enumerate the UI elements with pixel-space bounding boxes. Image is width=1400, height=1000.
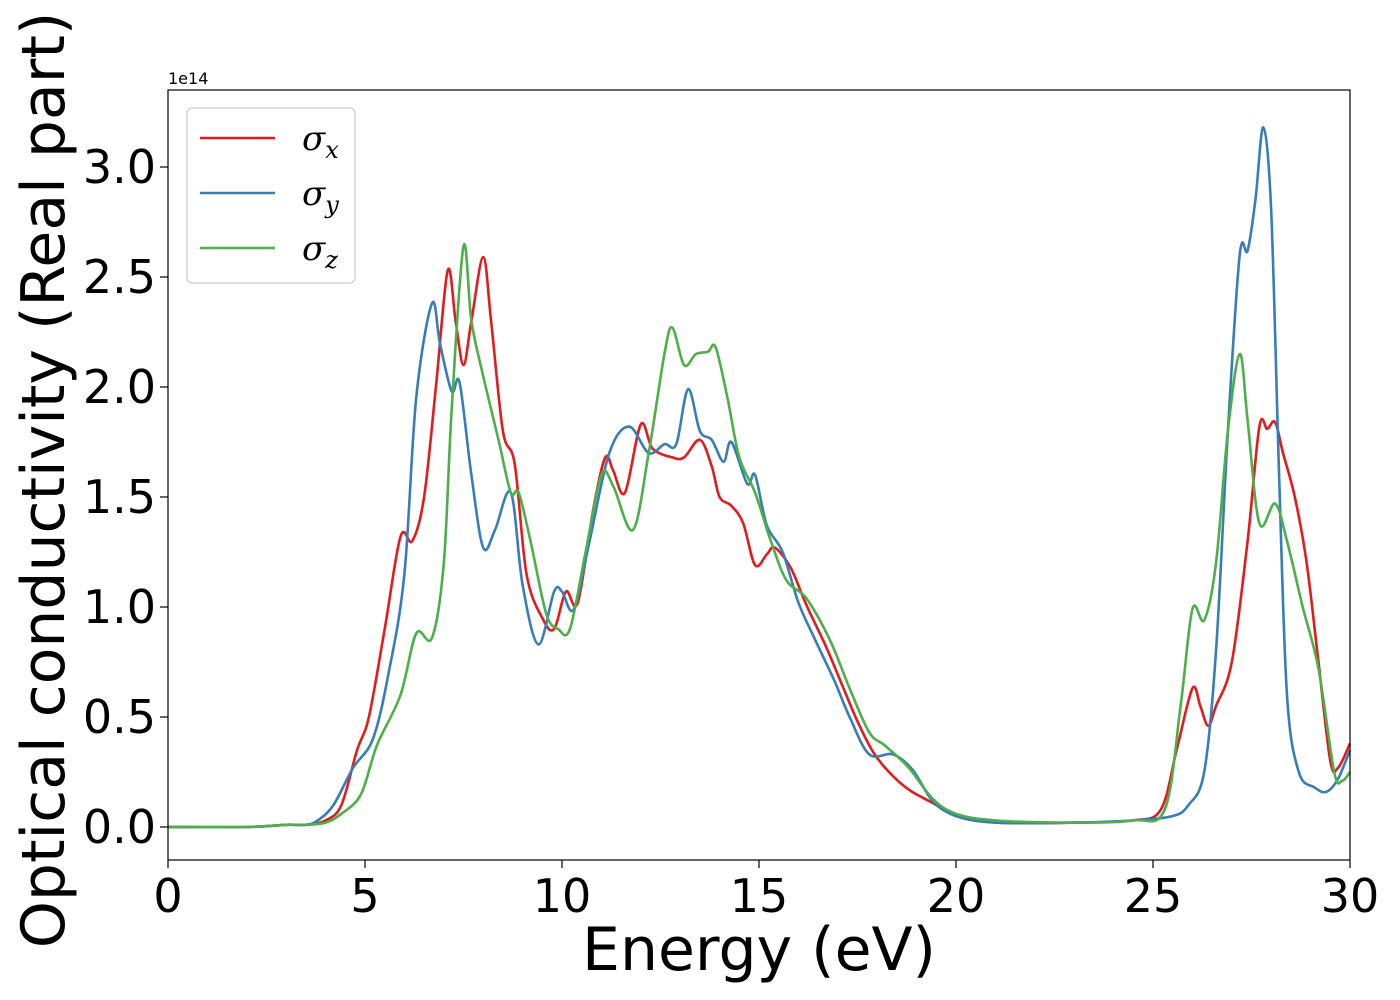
legend-label-y: σy <box>302 174 339 219</box>
series-line-z <box>167 242 1352 829</box>
y-tick-label: 1.5 <box>83 470 156 524</box>
x-tick-label: 0 <box>153 869 182 923</box>
y-tick-label: 1.0 <box>83 580 156 634</box>
legend-box <box>186 107 356 284</box>
y-offset-label: 1e14 <box>168 69 208 88</box>
y-tick-label: 2.5 <box>83 250 156 304</box>
y-tick-label: 0.5 <box>83 690 156 744</box>
x-tick-label: 15 <box>730 869 789 923</box>
series-line-x <box>167 255 1352 829</box>
series-line-y <box>167 126 1352 829</box>
legend-label-x: σx <box>302 119 339 164</box>
x-tick-label: 5 <box>350 869 379 923</box>
series-layer <box>167 126 1352 829</box>
x-axis-label: Energy (eV) <box>582 915 936 985</box>
legend-label-z: σz <box>302 229 338 274</box>
y-axis: 0.0 0.5 1.0 1.5 2.0 2.5 3.0 <box>83 140 168 854</box>
y-tick-label: 0.0 <box>83 800 156 854</box>
x-tick-label: 20 <box>927 869 986 923</box>
x-tick-label: 30 <box>1321 869 1380 923</box>
x-tick-label: 10 <box>533 869 592 923</box>
y-tick-label: 3.0 <box>83 140 156 194</box>
y-axis-label: Optical conductivity (Real part) <box>9 12 79 949</box>
x-tick-label: 25 <box>1124 869 1183 923</box>
y-tick-label: 2.0 <box>83 360 156 414</box>
legend: σx σy σz <box>186 107 356 284</box>
x-axis: 0 5 10 15 20 25 30 <box>153 860 1379 923</box>
